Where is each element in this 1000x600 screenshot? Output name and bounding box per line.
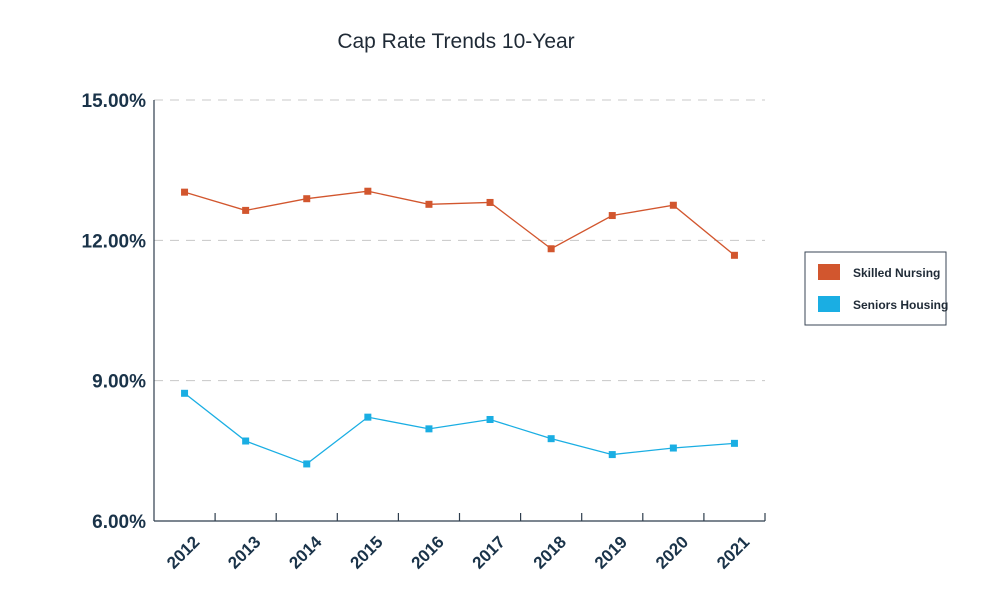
legend-swatch <box>818 264 840 280</box>
data-point <box>242 206 250 214</box>
x-tick-label: 2018 <box>530 532 570 572</box>
legend-box <box>804 251 947 326</box>
data-point <box>669 444 677 452</box>
x-tick-label: 2021 <box>713 532 753 572</box>
legend-label: Seniors Housing <box>853 298 948 312</box>
x-tick-labels: 2012 2013 2014 2015 2016 2017 2018 2019 2020 2021 <box>163 532 753 573</box>
x-tick-label: 2014 <box>285 532 326 573</box>
data-point <box>669 201 677 209</box>
x-tick-label: 2013 <box>224 532 264 572</box>
y-tick-label: 9.00% <box>92 372 146 393</box>
axes <box>153 100 766 522</box>
data-point <box>547 245 555 253</box>
data-point <box>730 251 738 259</box>
data-point <box>181 389 189 397</box>
y-tick-label: 6.00% <box>92 512 146 533</box>
data-point <box>303 460 311 468</box>
y-tick-label: 12.00% <box>82 231 147 252</box>
x-tick-label: 2015 <box>346 532 386 572</box>
x-tick-label: 2017 <box>469 532 509 572</box>
x-tick-label: 2012 <box>163 532 203 572</box>
data-point <box>425 425 433 433</box>
data-point <box>425 200 433 208</box>
legend-label: Skilled Nursing <box>853 266 940 280</box>
series-line <box>184 392 735 465</box>
data-point <box>303 195 311 203</box>
x-tick-label: 2016 <box>408 532 448 572</box>
data-point <box>364 187 372 195</box>
x-tick-label: 2020 <box>652 532 692 572</box>
grid-lines <box>154 99 765 382</box>
data-point <box>486 415 494 423</box>
data-series <box>181 187 738 468</box>
data-point <box>547 435 555 443</box>
x-tick-label: 2019 <box>591 532 631 572</box>
chart-title: Cap Rate Trends 10-Year <box>337 30 574 53</box>
series-line <box>184 190 735 256</box>
data-point <box>242 437 250 445</box>
data-point <box>608 212 616 220</box>
y-tick-label: 15.00% <box>82 91 147 112</box>
legend-swatch <box>818 296 840 312</box>
data-point <box>181 188 189 196</box>
data-point <box>608 451 616 459</box>
data-point <box>364 413 372 421</box>
legend: Skilled Nursing Seniors Housing <box>804 251 948 326</box>
data-point <box>730 439 738 447</box>
data-point <box>486 198 494 206</box>
y-tick-labels: 6.00% 9.00% 12.00% 15.00% <box>82 91 147 533</box>
